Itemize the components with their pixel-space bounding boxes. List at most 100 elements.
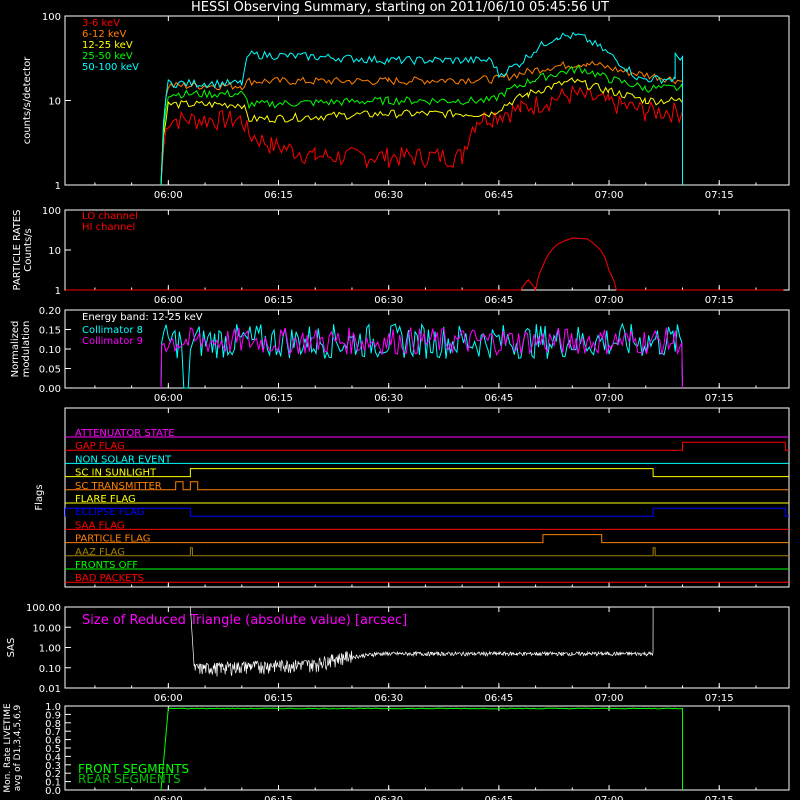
x-tick-label: 07:15 <box>705 393 734 404</box>
flag-label: GAP FLAG <box>75 441 125 452</box>
series-line-lo-channel <box>65 237 784 292</box>
y-axis-label: Flags <box>34 484 45 510</box>
legend-entry: Collimator 8 <box>82 325 143 336</box>
y-axis-label: PARTICLE RATES <box>12 210 23 291</box>
series-line-50-100-keV <box>160 31 683 186</box>
x-tick-label: 06:15 <box>264 795 293 800</box>
y-tick-label: 10 <box>48 246 61 257</box>
x-tick-label: 06:30 <box>374 190 403 201</box>
x-tick-label: 06:00 <box>154 795 183 800</box>
y-tick-label: 0.20 <box>39 306 61 317</box>
series-line-Collimator-9 <box>160 326 683 389</box>
y-axis-label: Normalized <box>10 321 21 378</box>
legend-entry: Collimator 9 <box>82 336 143 347</box>
y-tick-label: 0.0 <box>45 786 61 797</box>
x-tick-label: 06:00 <box>154 295 183 306</box>
x-tick-label: 06:45 <box>484 693 513 704</box>
flag-label: SAA FLAG <box>75 520 125 531</box>
x-tick-label: 06:00 <box>154 190 183 201</box>
y-tick-label: 0.05 <box>39 365 61 376</box>
series-line-6-12-keV <box>160 60 683 186</box>
y-tick-label: 1 <box>55 286 61 297</box>
x-tick-label: 06:15 <box>264 295 293 306</box>
x-tick-label: 06:15 <box>264 693 293 704</box>
legend-entry: LO channel <box>82 211 138 222</box>
y-tick-label: 1.00 <box>39 644 61 655</box>
flag-line <box>65 441 789 451</box>
y-tick-label: 0.10 <box>39 345 61 356</box>
flag-line <box>65 507 789 517</box>
y-tick-label: 0.7 <box>45 727 61 738</box>
flag-label: SC IN SUNLIGHT <box>75 468 157 479</box>
chart-annotation: Energy band: 12-25 keV <box>82 312 203 323</box>
y-tick-label: 1.0 <box>45 702 61 713</box>
y-tick-label: 100 <box>42 12 61 23</box>
x-tick-label: 06:45 <box>484 795 513 800</box>
flag-label: PARTICLE FLAG <box>75 534 151 545</box>
x-tick-label: 06:15 <box>264 393 293 404</box>
flag-label: BAD PACKETS <box>75 573 144 584</box>
y-axis-label: Counts/s <box>23 228 34 272</box>
y-tick-label: 0.5 <box>45 744 61 755</box>
flag-label: ECLIPSE FLAG <box>75 507 145 518</box>
x-tick-label: 06:00 <box>154 393 183 404</box>
flag-line <box>65 534 789 544</box>
x-tick-label: 07:15 <box>705 190 734 201</box>
y-tick-label: 10 <box>48 97 61 108</box>
y-tick-label: 10.00 <box>32 623 61 634</box>
x-tick-label: 07:00 <box>595 295 624 306</box>
series-line-sas <box>190 606 654 677</box>
x-tick-label: 06:30 <box>374 795 403 800</box>
chart-annotation: Size of Reduced Triangle (absolute value… <box>82 613 407 628</box>
series-line-Collimator-8 <box>160 322 683 389</box>
x-tick-label: 06:30 <box>374 393 403 404</box>
flag-label: NON SOLAR EVENT <box>75 454 172 465</box>
flag-line <box>65 468 789 478</box>
x-tick-label: 07:00 <box>595 190 624 201</box>
y-tick-label: 0.3 <box>45 761 61 772</box>
y-tick-label: 0.2 <box>45 769 61 780</box>
flag-label: ATTENUATOR STATE <box>75 428 175 439</box>
y-tick-label: 0.6 <box>45 736 61 747</box>
y-tick-label: 0.9 <box>45 710 61 721</box>
series-line-front-segments <box>160 707 683 791</box>
y-axis-label: avg of D1,3,4,5,6,9 <box>13 704 23 791</box>
legend-entry: 6-12 keV <box>82 29 126 40</box>
y-tick-label: 0.01 <box>39 684 61 695</box>
flag-label: FRONTS OFF <box>75 560 138 571</box>
panel-frame-1 <box>64 209 790 291</box>
x-tick-label: 06:00 <box>154 693 183 704</box>
y-axis-label: SAS <box>6 638 17 658</box>
panel-frame-3 <box>64 407 790 588</box>
legend-entry: FRONT SEGMENTS <box>78 762 189 776</box>
y-tick-label: 100.00 <box>26 603 61 614</box>
x-tick-label: 07:15 <box>705 295 734 306</box>
series-line-3-6-keV <box>160 84 683 186</box>
x-tick-label: 06:45 <box>484 190 513 201</box>
y-tick-label: 100 <box>42 206 61 217</box>
legend-entry: HI channel <box>82 222 135 233</box>
x-tick-label: 07:15 <box>705 795 734 800</box>
legend-entry: 25-50 keV <box>82 51 133 62</box>
y-tick-label: 0.1 <box>45 778 61 789</box>
y-axis-label: Mon. Rate LIVETIME <box>3 703 13 793</box>
y-tick-label: 1 <box>55 181 61 192</box>
y-axis-label: counts/s/detector <box>22 56 33 144</box>
x-tick-label: 07:00 <box>595 795 624 800</box>
x-tick-label: 07:00 <box>595 393 624 404</box>
x-tick-label: 06:30 <box>374 693 403 704</box>
x-tick-label: 06:45 <box>484 295 513 306</box>
y-tick-label: 0.15 <box>39 326 61 337</box>
x-tick-label: 06:30 <box>374 295 403 306</box>
y-tick-label: 0.8 <box>45 719 61 730</box>
flag-line <box>65 547 789 557</box>
flag-label: FLARE FLAG <box>75 494 136 505</box>
y-tick-label: 0.10 <box>39 664 61 675</box>
x-tick-label: 06:45 <box>484 393 513 404</box>
x-tick-label: 07:00 <box>595 693 624 704</box>
series-line-12-25-keV <box>160 77 683 186</box>
legend-entry: 12-25 keV <box>82 40 133 51</box>
x-tick-label: 06:15 <box>264 190 293 201</box>
y-tick-label: 0.00 <box>39 384 61 395</box>
